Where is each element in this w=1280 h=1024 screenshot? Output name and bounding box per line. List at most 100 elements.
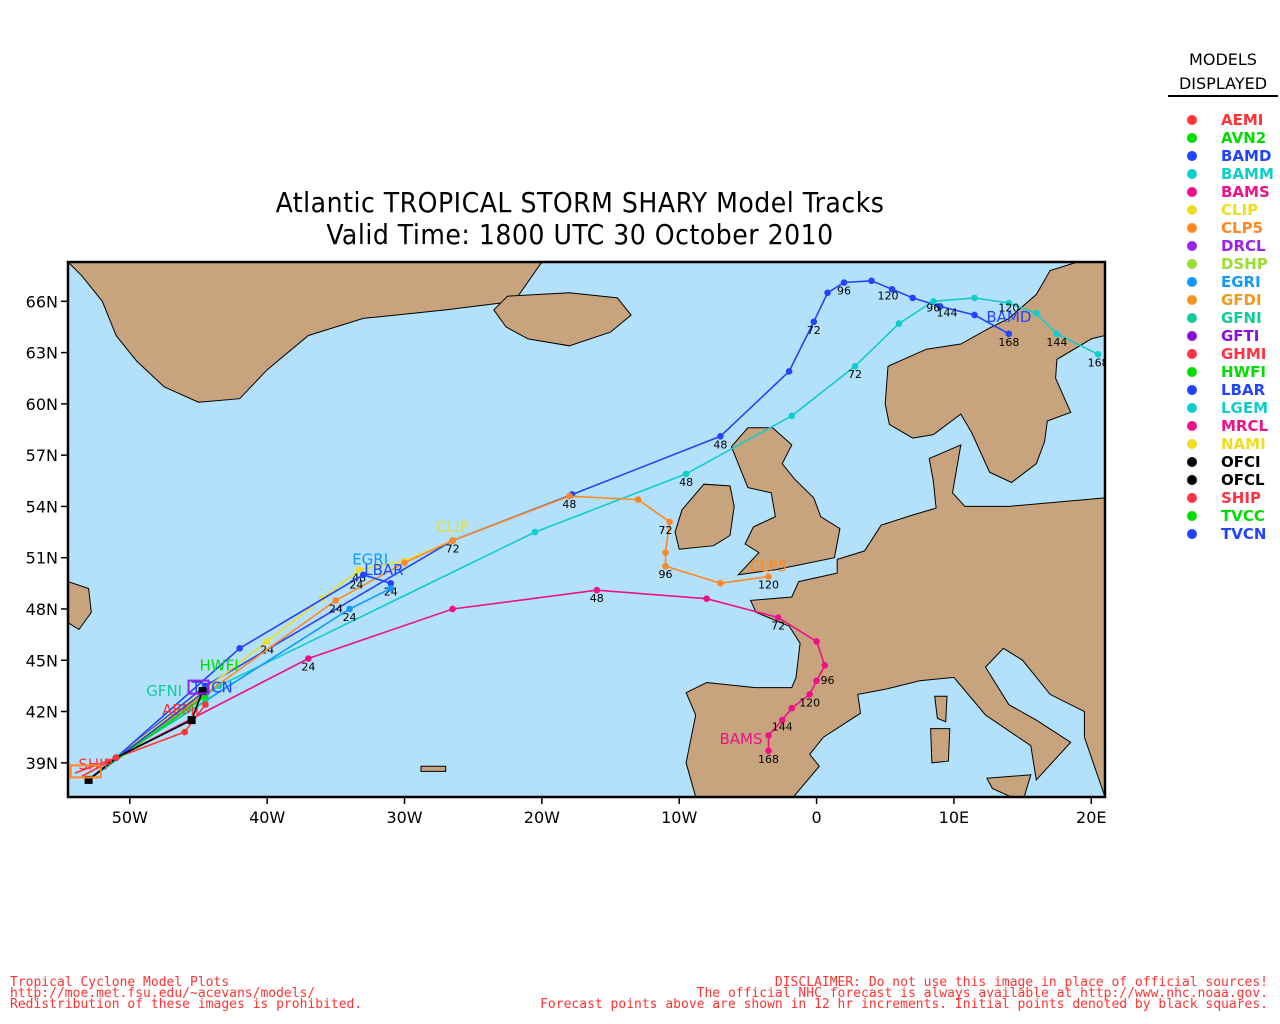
legend-label: LBAR [1221, 381, 1266, 399]
forecast-point [682, 470, 690, 478]
forecast-hour-label: 144 [772, 720, 793, 733]
forecast-hour-label: 48 [562, 498, 576, 511]
land-newfoundland [68, 581, 92, 631]
forecast-point [821, 662, 829, 669]
legend-dot-icon [1187, 349, 1197, 359]
legend-dot-icon [1187, 331, 1197, 341]
forecast-point [202, 701, 209, 708]
land-corsica [934, 695, 948, 723]
legend-label: SHIP [1221, 489, 1261, 507]
track-model-label: CLIP [436, 518, 468, 536]
forecast-point [806, 691, 813, 698]
forecast-hour-label: 168 [1088, 356, 1109, 369]
y-tick-label: 60N [26, 395, 58, 414]
forecast-hour-label: 24 [349, 578, 363, 591]
legend-dot-icon [1187, 511, 1197, 521]
initial-point-square [187, 716, 196, 725]
legend-dot-icon [1187, 295, 1197, 305]
forecast-hour-label: 72 [848, 368, 862, 381]
forecast-point [971, 311, 978, 319]
legend-dot-icon [1187, 151, 1197, 161]
forecast-point [1053, 330, 1061, 338]
forecast-point [851, 362, 859, 370]
forecast-hour-label: 120 [998, 302, 1019, 315]
legend-dot-icon [1187, 385, 1197, 395]
footer-increments-line: Forecast points above are shown in 12 hr… [540, 997, 1268, 1012]
forecast-point [765, 747, 772, 755]
y-tick-label: 63N [26, 344, 58, 363]
legend-dot-icon [1187, 223, 1197, 233]
track-model-label: BAMM [1102, 335, 1148, 353]
y-tick-label: 42N [26, 703, 58, 722]
legend-label: GHMI [1221, 345, 1267, 363]
track-line [88, 297, 1099, 781]
legend-label: OFCL [1221, 471, 1265, 489]
legend-label: CLP5 [1221, 219, 1263, 237]
legend-divider [1168, 95, 1278, 97]
legend-dot-icon [1187, 439, 1197, 449]
legend-heading-displayed: DISPLAYED [1178, 74, 1268, 93]
map-title: Atlantic TROPICAL STORM SHARY Model Trac… [275, 186, 885, 219]
forecast-point [449, 605, 456, 613]
forecast-point [593, 586, 601, 594]
forecast-hour-label: 144 [1046, 336, 1067, 349]
y-tick-label: 57N [26, 446, 58, 465]
forecast-point [909, 294, 917, 302]
forecast-point [778, 716, 786, 724]
forecast-hour-label: 24 [384, 585, 398, 598]
footer-url-line: http://moe.met.fsu.edu/~acevans/models/ [10, 986, 316, 1001]
track-model-label: BAMS [720, 730, 763, 748]
legend-label: GFDI [1221, 291, 1262, 309]
forecast-hour-label: 24 [343, 611, 357, 624]
legend-label: AVN2 [1221, 129, 1267, 147]
legend-dot-icon [1187, 421, 1197, 431]
x-tick-label: 40W [249, 808, 285, 827]
legend-label: GFTI [1221, 327, 1260, 345]
track-line [88, 495, 769, 781]
track-line [88, 690, 204, 781]
legend-label: NAMI [1221, 435, 1266, 453]
y-tick-label: 66N [26, 292, 58, 311]
forecast-point [717, 580, 724, 587]
legend-label: OFCI [1221, 453, 1261, 471]
legend-label: TVCN [1221, 525, 1267, 543]
y-tick-label: 45N [26, 651, 58, 670]
forecast-point [634, 496, 642, 503]
forecast-point [840, 279, 848, 286]
legend-label: DSHP [1221, 255, 1268, 273]
forecast-hour-label: 24 [329, 602, 343, 615]
forecast-point [788, 704, 796, 712]
land-ireland [674, 483, 735, 550]
forecast-point [813, 677, 820, 685]
forecast-point [360, 571, 367, 579]
x-tick-label: 0 [811, 808, 821, 827]
track-ship: SHIP [74, 754, 120, 774]
forecast-hour-label: 24 [301, 661, 315, 674]
landmasses [68, 262, 1105, 797]
y-tick-label: 54N [26, 497, 58, 516]
legend-dot-icon [1187, 475, 1197, 485]
x-tick-label: 30W [386, 808, 422, 827]
forecast-point [888, 286, 896, 293]
forecast-point [346, 605, 353, 613]
forecast-hour-label: 120 [758, 578, 779, 591]
map-valid-time: Valid Time: 1800 UTC 30 October 2010 [326, 218, 834, 251]
forecast-point [824, 289, 831, 297]
legend-label: BAMD [1221, 147, 1272, 165]
forecast-point [785, 368, 793, 375]
x-tick-label: 50W [112, 808, 148, 827]
legend-label: BAMS [1221, 183, 1270, 201]
legend-label: LGEM [1221, 399, 1269, 417]
forecast-point [355, 566, 363, 573]
forecast-hour-label: 48 [590, 592, 604, 605]
initial-point-square [84, 775, 93, 784]
legend-dot-icon [1187, 277, 1197, 287]
forecast-point [387, 585, 395, 592]
forecast-point [566, 492, 573, 500]
forecast-hour-label: 120 [799, 696, 820, 709]
x-tick-label: 10W [661, 808, 697, 827]
